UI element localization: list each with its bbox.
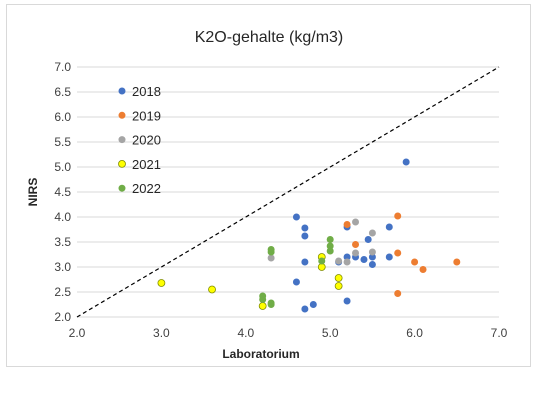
x-tick-label: 4.0 [237,326,254,340]
data-point [301,305,309,313]
legend-marker [118,87,126,95]
y-axis-ticks: 2.0 2.5 3.0 3.5 4.0 4.5 5.0 5.5 6.0 6.5 7.0 [54,60,71,324]
data-point [267,254,275,262]
data-point [334,282,343,290]
data-point [394,212,402,220]
legend-marker [118,111,126,119]
y-tick-label: 6.0 [54,110,71,124]
data-point [301,232,309,240]
legend: 2018 2019 2020 2021 2022 [118,84,161,196]
series-2018 [292,158,410,313]
data-point [394,249,402,257]
legend-label: 2022 [132,181,161,196]
data-point [326,236,334,243]
legend-label: 2019 [132,108,161,123]
legend-marker [118,136,126,144]
data-point [368,229,376,237]
data-point [364,236,372,243]
data-point [208,285,216,294]
data-point [368,261,376,268]
legend-marker [118,159,126,168]
legend-label: 2018 [132,84,161,99]
data-point [267,248,275,256]
data-point [301,258,309,266]
data-point [292,213,300,221]
reference-diagonal-line [76,66,500,318]
data-point [411,258,419,266]
legend-label: 2021 [132,157,161,172]
x-tick-label: 7.0 [491,326,508,340]
data-point [419,266,427,273]
y-tick-label: 5.0 [54,160,71,174]
legend-marker [118,184,126,192]
y-tick-label: 2.0 [54,310,71,324]
legend-label: 2020 [132,133,161,148]
data-point [326,242,334,250]
gridlines [77,66,499,293]
data-point [352,241,360,248]
data-point [360,256,368,263]
y-tick-label: 4.0 [54,210,71,224]
data-point [335,257,343,265]
chart-title: K2O-gehalte (kg/m3) [195,29,344,46]
data-point [394,290,402,297]
data-point [368,248,376,256]
data-point [258,302,267,310]
x-axis-title: Laboratorium [222,347,299,361]
data-point [326,247,334,255]
series-2022 [259,236,334,308]
data-point [292,278,300,286]
data-point [309,301,317,308]
data-point [368,253,376,261]
data-point [259,296,267,303]
y-tick-label: 7.0 [54,60,71,74]
data-point [317,263,326,271]
x-tick-label: 3.0 [153,326,170,340]
x-tick-label: 6.0 [406,326,423,340]
x-axis-ticks: 2.0 3.0 4.0 5.0 6.0 7.0 [69,326,508,340]
data-point [453,258,461,266]
data-point [385,223,393,231]
y-tick-label: 2.5 [54,285,71,299]
x-tick-label: 2.0 [69,326,86,340]
data-point [343,297,351,305]
data-point [334,274,343,282]
data-point [343,253,351,261]
data-point [385,253,393,261]
data-point [352,218,360,226]
series-2020 [267,218,376,266]
data-point [343,258,351,266]
data-point [352,249,360,257]
y-tick-label: 4.5 [54,185,71,199]
data-point [267,301,275,308]
data-point [343,221,351,228]
series-2019 [343,212,461,297]
data-point [402,158,410,166]
data-points [157,158,461,313]
y-tick-label: 3.5 [54,235,71,249]
y-tick-label: 6.5 [54,85,71,99]
x-tick-label: 5.0 [322,326,339,340]
y-axis-title: NIRS [26,178,40,207]
y-tick-label: 3.0 [54,260,71,274]
series-2021 [157,253,343,310]
data-point [157,279,166,287]
data-point [318,257,326,265]
y-tick-label: 5.5 [54,135,71,149]
data-point [301,224,309,232]
